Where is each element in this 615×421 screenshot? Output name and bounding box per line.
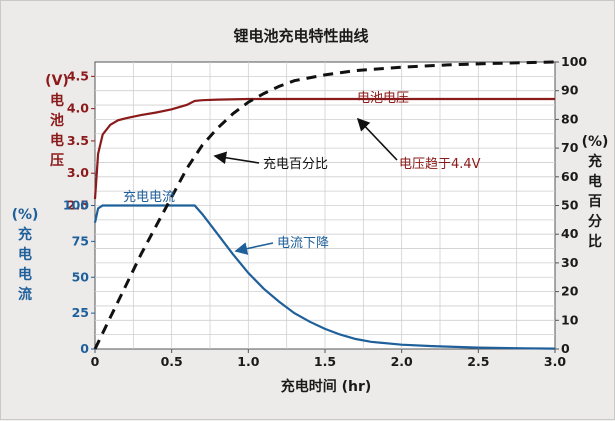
annotation-label: 电池电压	[357, 91, 409, 106]
percent-tick-label: 100	[561, 54, 587, 69]
annotation-arrow	[213, 151, 260, 165]
series-layer	[93, 60, 556, 350]
voltage-tick-label: 4.0	[67, 101, 89, 116]
percent-tick-label: 90	[561, 83, 579, 98]
voltage-axis-label: (V)	[45, 73, 69, 89]
voltage-axis-label: 电	[50, 92, 64, 109]
x-tick-label: 0	[91, 354, 100, 369]
current-tick-label: 50	[72, 269, 90, 284]
annotation-label: 电流下降	[277, 236, 329, 251]
x-tick-label: 2.0	[391, 354, 413, 369]
voltage-axis-label: 压	[50, 153, 64, 169]
annotation-arrow	[234, 242, 274, 255]
percent-axis-label: 电	[588, 173, 602, 190]
percent-axis-label: 分	[588, 214, 602, 230]
current-axis-label: (%)	[12, 207, 39, 223]
voltage-tick-label: 3.0	[67, 165, 89, 180]
percent-tick-label: 30	[561, 255, 579, 270]
x-tick-label: 1.5	[314, 354, 336, 369]
voltage-tick-label: 4.5	[67, 68, 89, 83]
current-tick-label: 0	[80, 341, 89, 356]
annotation-arrow	[356, 117, 398, 161]
series-line-电池电压	[93, 97, 555, 200]
voltage-tick-label: 3.5	[67, 133, 89, 148]
annotation-label: 电压趋于4.4V	[399, 157, 481, 172]
current-tick-label: 25	[72, 305, 89, 320]
percent-axis-label: 充	[588, 153, 602, 170]
voltage-axis-label: 电	[50, 132, 64, 149]
percent-tick-label: 80	[561, 111, 579, 126]
x-axis-label: 充电时间 (hr)	[281, 378, 372, 395]
current-tick-label: 75	[72, 233, 89, 248]
voltage-tick-label: 2.5	[67, 198, 89, 213]
series-line-充电百分比	[93, 60, 556, 350]
percent-tick-label: 70	[561, 140, 579, 155]
current-tick-label: 100	[63, 198, 89, 213]
x-tick-label: 2.5	[467, 354, 489, 369]
axis-name-layer: (V)电池电压(%)充电电流(%)充电百分比	[12, 73, 609, 303]
percent-axis-label: (%)	[582, 134, 609, 150]
series-line-充电电流	[93, 204, 556, 350]
x-tick-label: 3.0	[544, 354, 566, 369]
percent-axis-label: 百	[588, 194, 602, 210]
tick-layer: 0 0.5 1.0 1.5 2.0 2.5 3.0 2.5 3.0 3.5 4.0 4.5 0 25 50 7…	[63, 54, 587, 369]
percent-tick-label: 0	[561, 341, 570, 356]
current-axis-label: 充	[18, 226, 32, 243]
percent-tick-label: 50	[561, 198, 579, 213]
chart-title: 锂电池充电特性曲线	[233, 27, 368, 45]
current-axis-label: 电	[18, 246, 32, 263]
percent-tick-label: 40	[561, 226, 579, 241]
percent-axis-label: 比	[588, 233, 602, 250]
current-axis-label: 电	[18, 266, 32, 283]
x-tick-label: 0.5	[161, 354, 183, 369]
percent-tick-label: 60	[561, 169, 579, 184]
percent-tick-label: 10	[561, 312, 579, 327]
percent-tick-label: 20	[561, 284, 579, 299]
voltage-axis-label: 池	[50, 112, 64, 129]
annotation-label: 充电百分比	[263, 156, 328, 172]
current-axis-label: 流	[18, 286, 32, 303]
annotation-label: 充电电流	[123, 189, 175, 205]
x-tick-label: 1.0	[237, 354, 259, 369]
